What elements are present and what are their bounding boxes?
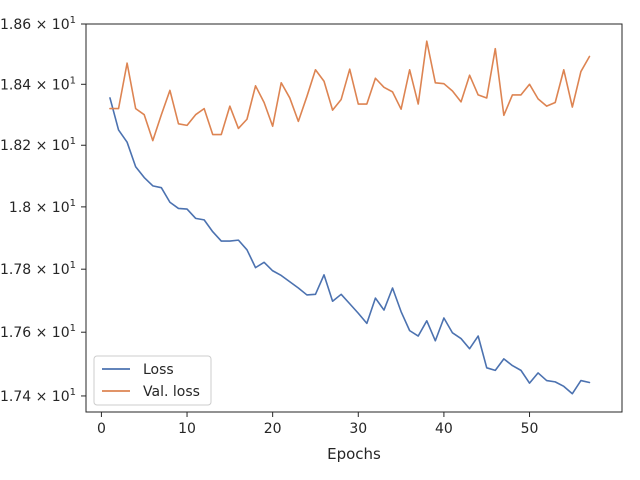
plot-frame [85,23,623,413]
legend: Loss Val. loss [93,355,212,406]
x-axis: 0 10 20 30 40 50 [97,412,538,437]
y-tick-label: 1.76 × 101 [0,323,76,341]
x-axis-label: Epochs [327,445,381,463]
x-tick-label: 40 [435,421,453,437]
y-tick-label: 1.74 × 101 [0,387,76,405]
y-tick-label: 1.86 × 101 [0,15,76,33]
series-line-val-loss [109,40,591,142]
legend-label: Loss [143,362,174,378]
y-tick-label: 1.82 × 101 [0,136,76,154]
y-axis: 1.74 × 101 1.76 × 101 1.78 × 101 1.8 × 101 1… [0,15,86,405]
y-tick-label: 1.78 × 101 [0,260,76,278]
x-tick-label: 50 [521,421,539,437]
x-tick-label: 30 [349,421,367,437]
x-tick-label: 0 [97,421,106,437]
y-tick-label: 1.84 × 101 [0,75,76,93]
series-line-loss [109,97,591,395]
x-tick-label: 10 [178,421,196,437]
y-tick-label: 1.8 × 101 [9,198,76,216]
legend-label: Val. loss [143,384,200,400]
x-tick-label: 20 [264,421,282,437]
plot-series [109,40,591,395]
